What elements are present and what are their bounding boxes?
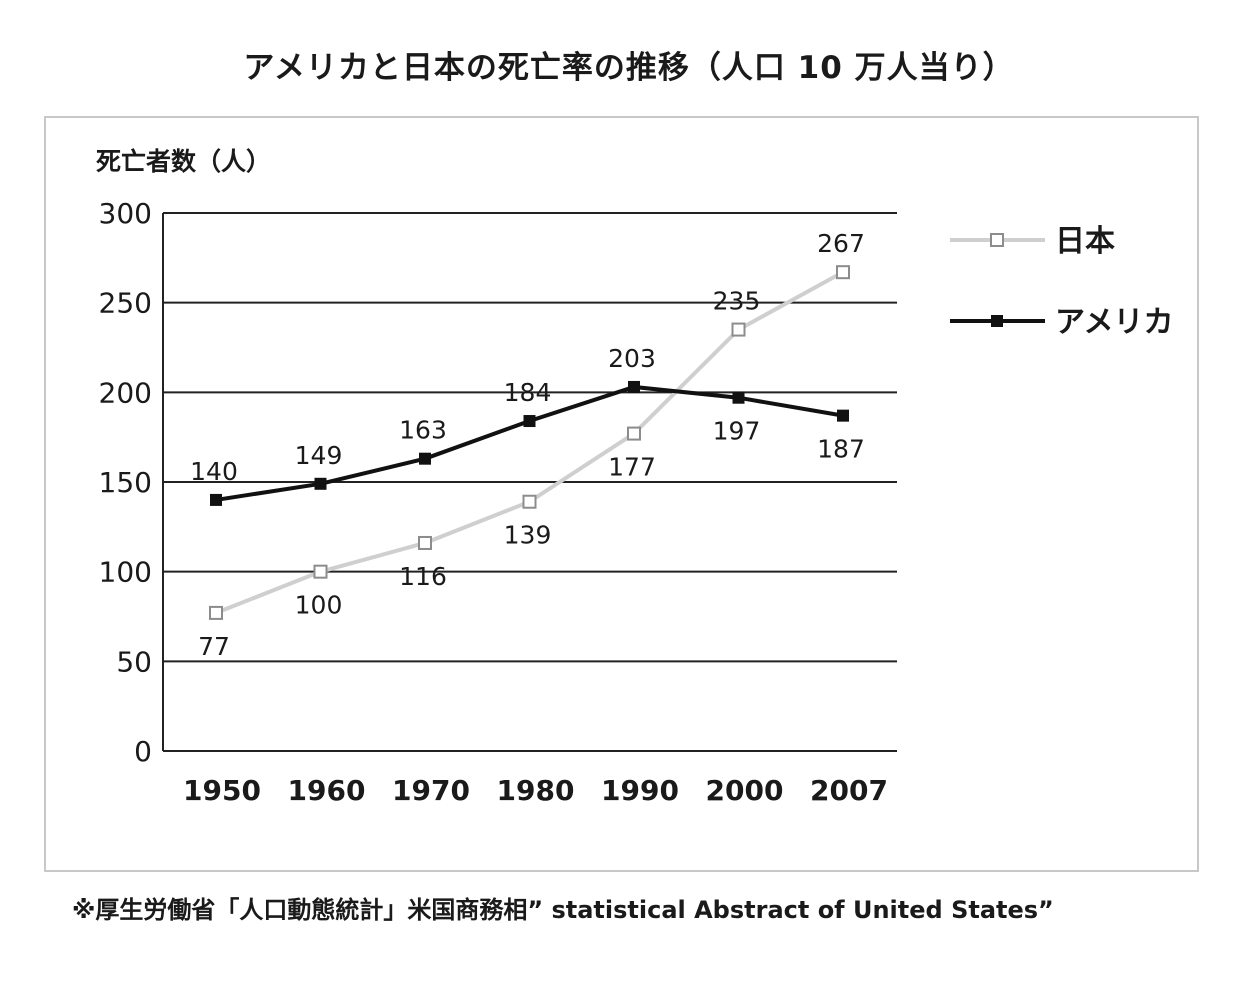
x-tick-label: 1990 [601, 774, 679, 807]
data-label-japan: 235 [713, 287, 761, 316]
y-tick-label: 250 [99, 287, 152, 320]
point-marker-japan [522, 494, 537, 509]
x-tick-label: 2007 [810, 774, 888, 807]
x-tick-label: 1970 [392, 774, 470, 807]
y-tick-label: 150 [99, 466, 152, 499]
legend-label-japan: 日本 [1055, 224, 1115, 259]
data-label-japan: 139 [504, 521, 552, 550]
data-label-america: 197 [713, 417, 761, 446]
data-label-japan: 116 [399, 562, 447, 591]
data-label-japan: 77 [198, 632, 230, 661]
point-marker-america [419, 452, 431, 465]
source-footnote: ※厚生労働省「人口動態統計」米国商務相” statistical Abstrac… [72, 896, 1054, 924]
point-marker-america [210, 493, 222, 506]
data-label-america: 140 [190, 457, 238, 486]
x-tick-label: 2000 [706, 774, 784, 807]
point-marker-america [837, 409, 849, 422]
y-tick-label: 300 [99, 197, 152, 230]
legend-marker-america [991, 315, 1003, 327]
y-tick-label: 200 [99, 376, 152, 409]
data-label-japan: 177 [608, 453, 656, 482]
chart-frame [44, 116, 1199, 872]
point-marker-japan [836, 265, 850, 280]
data-label-america: 163 [399, 416, 447, 445]
y-axis-label: 死亡者数（人） [96, 147, 271, 176]
x-tick-label: 1960 [288, 774, 366, 807]
x-tick-label: 1950 [183, 774, 261, 807]
point-marker-america [523, 415, 536, 428]
data-label-america: 203 [608, 344, 656, 373]
point-marker-japan [209, 605, 223, 620]
point-marker-japan [313, 564, 328, 579]
point-marker-america [628, 380, 640, 393]
legend-label-america: アメリカ [1055, 305, 1174, 340]
y-tick-label: 100 [99, 556, 152, 589]
point-marker-america [732, 391, 745, 404]
y-tick-label: 0 [134, 735, 152, 768]
point-marker-america [314, 477, 327, 490]
y-tick-label: 50 [116, 645, 152, 678]
data-label-america: 187 [817, 435, 865, 464]
chart-title: アメリカと日本の死亡率の推移（人口 10 万人当り） [243, 50, 1015, 86]
data-label-japan: 100 [295, 591, 343, 620]
point-marker-japan [731, 322, 746, 337]
x-tick-label: 1980 [497, 774, 575, 807]
point-marker-japan [627, 426, 641, 441]
data-label-japan: 267 [817, 229, 865, 258]
data-label-america: 149 [295, 441, 343, 470]
legend-marker-japan [990, 233, 1004, 247]
data-label-america: 184 [504, 378, 552, 407]
point-marker-japan [418, 535, 432, 550]
